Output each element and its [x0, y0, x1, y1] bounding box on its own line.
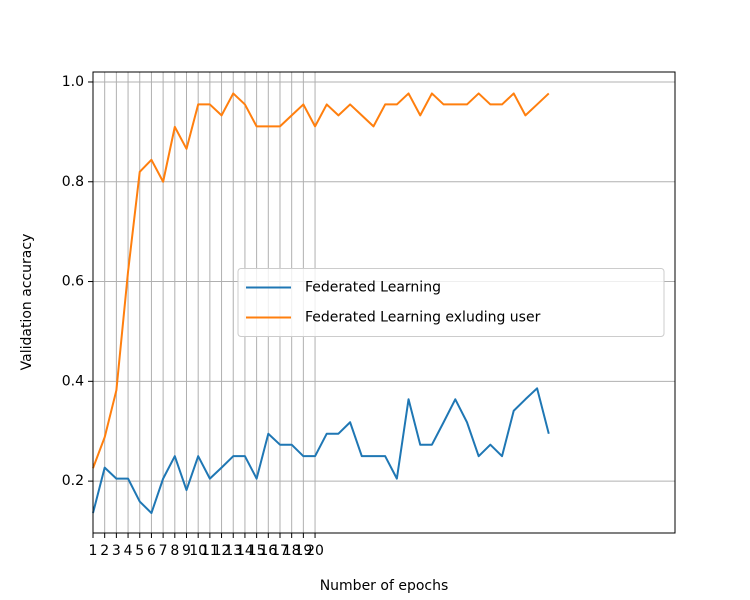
x-tick-label: 20: [306, 543, 324, 559]
legend-label: Federated Learning: [305, 280, 441, 296]
x-tick-label: 5: [135, 543, 144, 559]
x-tick-label: 7: [159, 543, 168, 559]
x-tick-label: 15: [248, 543, 266, 559]
x-axis-label: Number of epochs: [320, 578, 449, 594]
x-tick-label: 2: [100, 543, 109, 559]
line-series: [92, 387, 550, 515]
x-tick-label: 16: [259, 543, 277, 559]
x-tick-label: 8: [170, 543, 179, 559]
x-tick-label: 12: [213, 543, 231, 559]
x-tick-label: 4: [124, 543, 133, 559]
x-tick-label: 1: [89, 543, 98, 559]
y-tick-label: 1.0: [62, 74, 84, 90]
y-tick-label: 0.8: [62, 174, 84, 190]
x-tick-label: 11: [201, 543, 219, 559]
legend: Federated Learning Federated Learning exl…: [237, 268, 665, 337]
x-tick-label: 13: [224, 543, 242, 559]
x-tick-label: 17: [271, 543, 289, 559]
x-tick-label: 9: [182, 543, 191, 559]
axes-frame: [92, 71, 676, 534]
x-tick-label: 14: [236, 543, 254, 559]
x-tick-label: 19: [294, 543, 312, 559]
x-tick-label: 3: [112, 543, 121, 559]
x-tick-label: 10: [189, 543, 207, 559]
legend-label: Federated Learning exluding user: [305, 310, 541, 326]
legend-box: [237, 268, 665, 337]
x-tick-label: 6: [147, 543, 156, 559]
y-tick-label: 0.2: [62, 473, 84, 489]
x-tick-label: 18: [283, 543, 301, 559]
y-tick-label: 0.6: [62, 274, 84, 290]
line-series: [92, 92, 550, 469]
y-tick-label: 0.4: [62, 373, 84, 389]
y-axis-label: Validation accuracy: [19, 234, 35, 371]
